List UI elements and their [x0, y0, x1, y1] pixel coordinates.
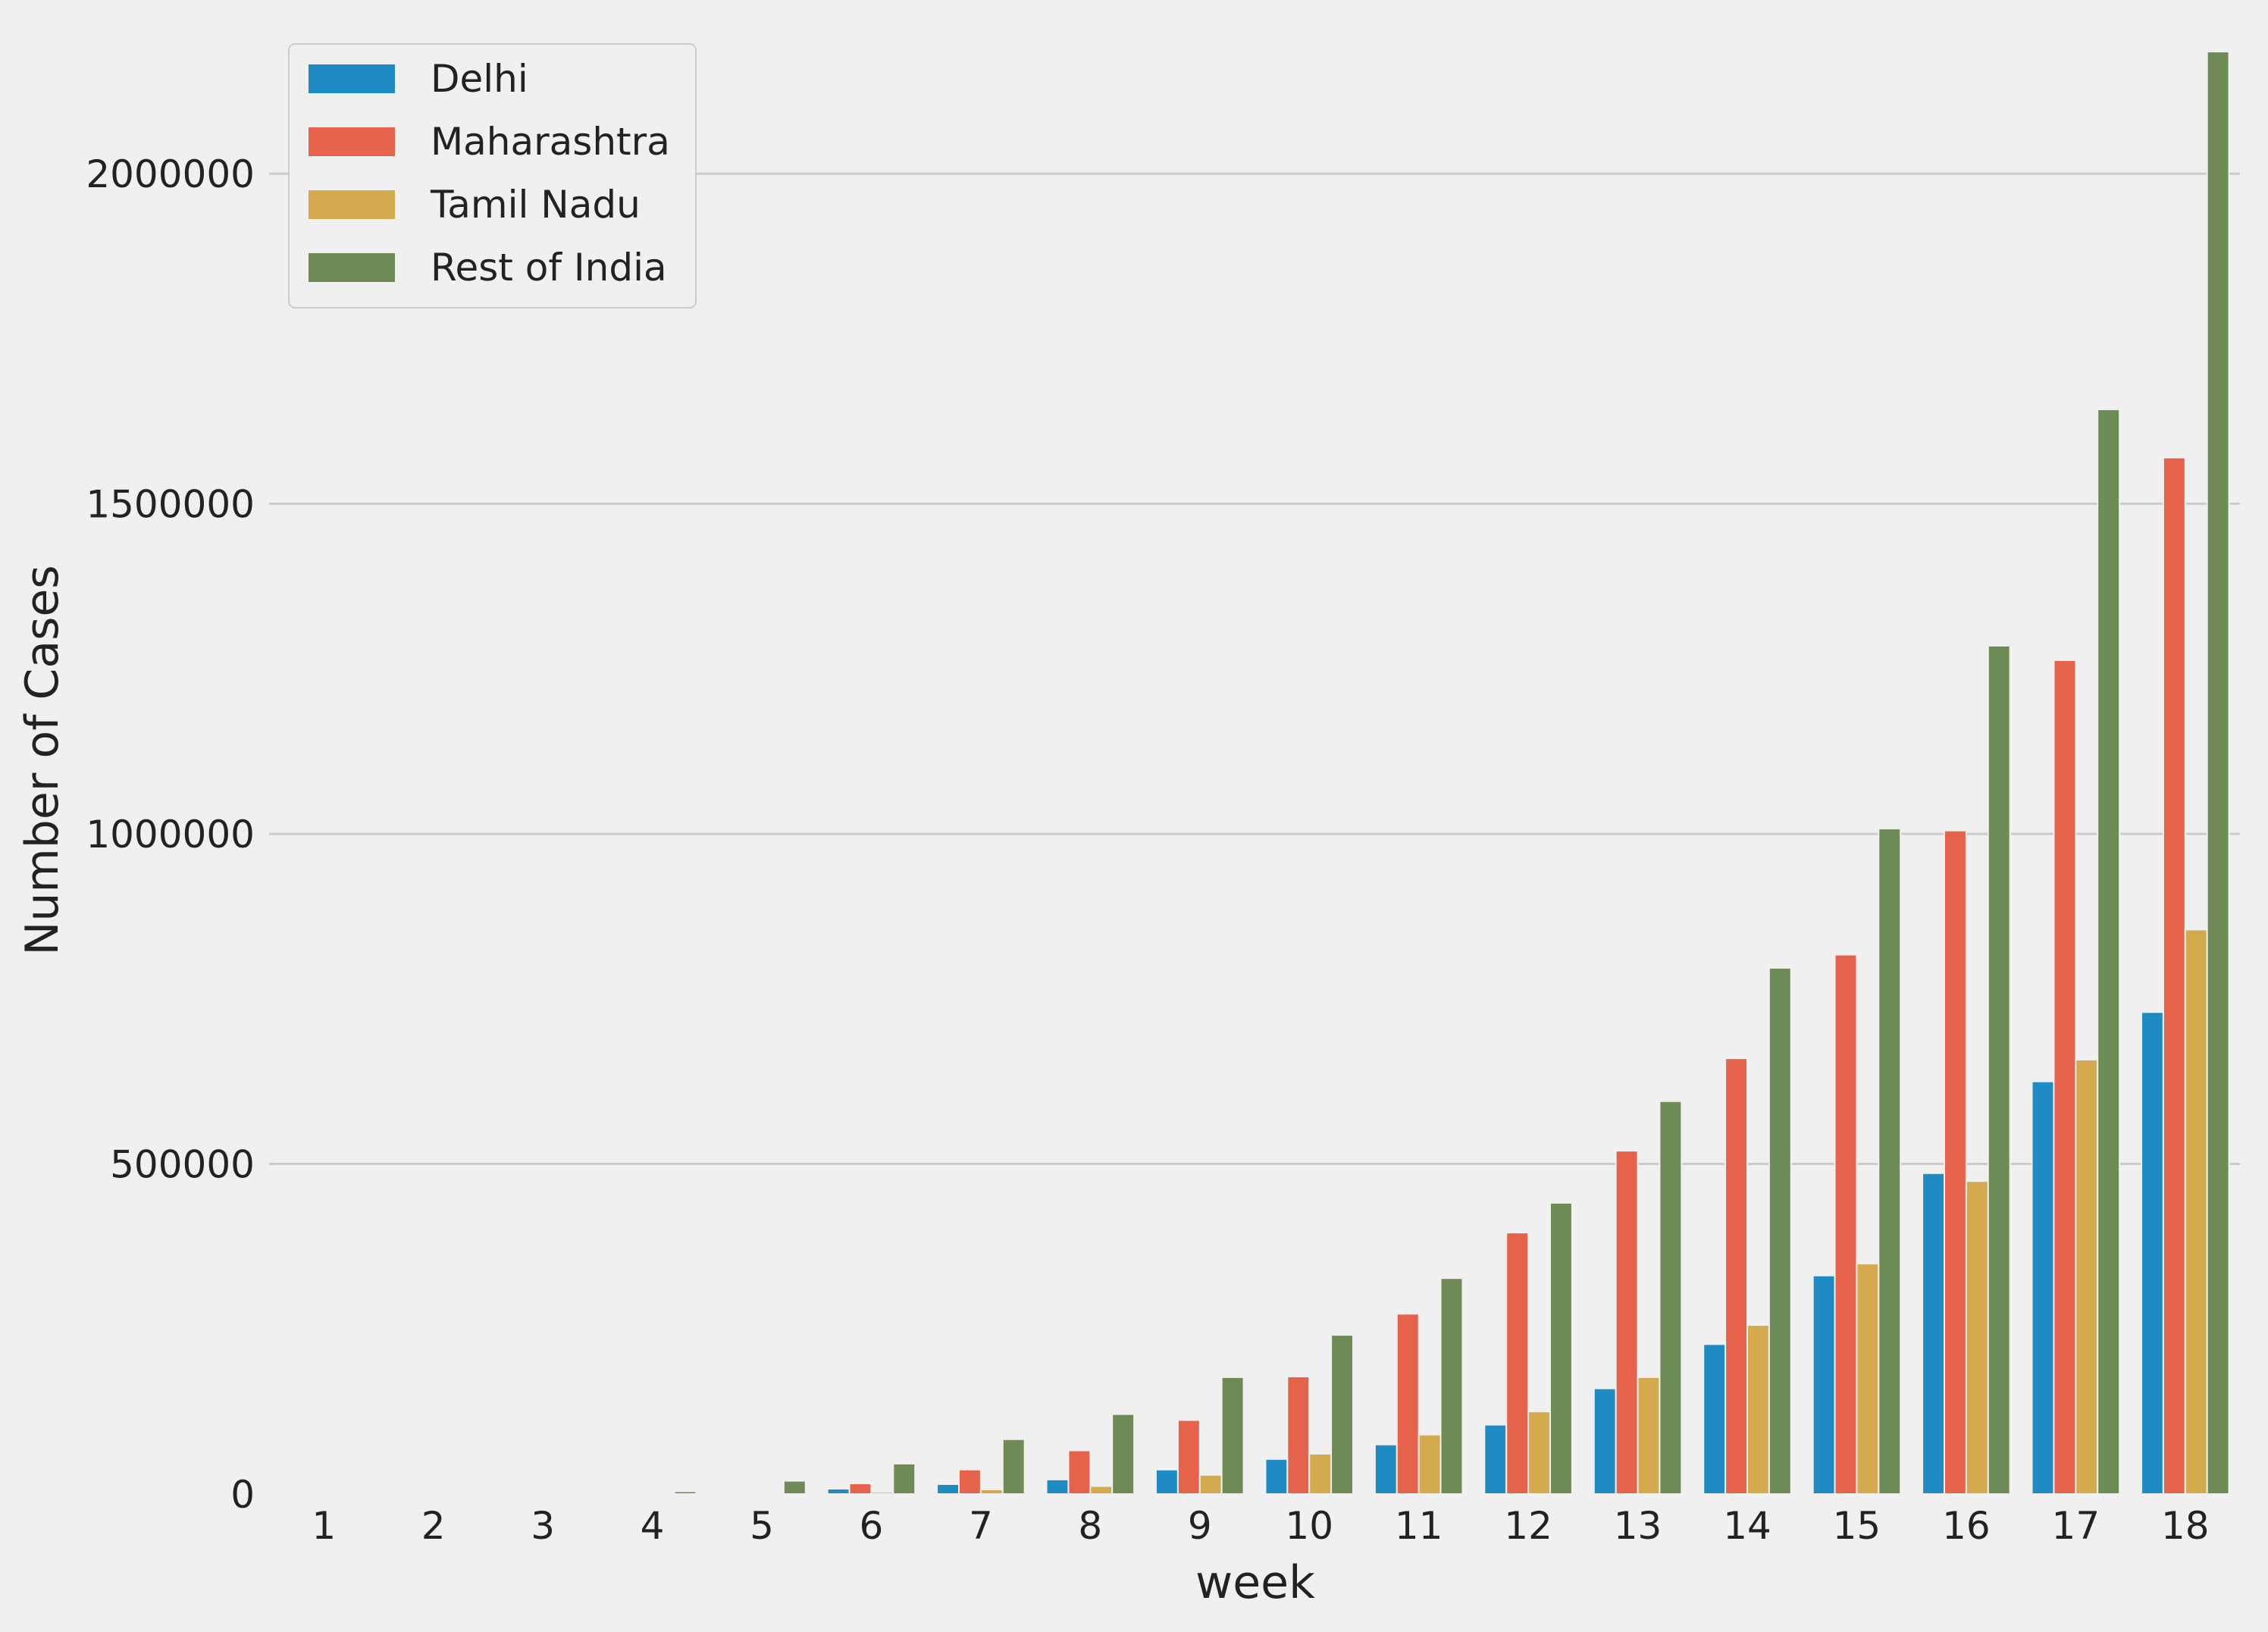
bar-maharashtra-week-9	[1176, 1419, 1201, 1495]
bar-tamil-nadu-week-14	[1746, 1324, 1770, 1495]
x-tick-label: 9	[1188, 1504, 1212, 1548]
y-tick-label: 2000000	[86, 152, 255, 196]
bar-delhi-week-6	[826, 1488, 850, 1495]
bar-tamil-nadu-week-10	[1308, 1452, 1333, 1495]
x-tick-label: 14	[1723, 1504, 1771, 1548]
legend-swatch	[309, 253, 395, 282]
x-axis-ticks: 1 2 3 4 5 6 7 8 9 10 11 12 13 14 15 16 17 18	[312, 1504, 2209, 1548]
bar-rest-of-india-week-7	[1001, 1438, 1026, 1496]
bar-tamil-nadu-week-4	[651, 1493, 675, 1496]
x-tick-label: 16	[1942, 1504, 1991, 1548]
x-tick-label: 8	[1078, 1504, 1102, 1548]
bar-rest-of-india-week-12	[1549, 1201, 1573, 1495]
bar-maharashtra-week-10	[1286, 1375, 1311, 1495]
bar-tamil-nadu-week-6	[870, 1491, 894, 1496]
legend-swatch	[309, 64, 395, 93]
x-tick-label: 11	[1395, 1504, 1443, 1548]
bar-delhi-week-13	[1593, 1387, 1617, 1495]
bar-rest-of-india-week-15	[1878, 828, 1902, 1495]
bars	[629, 51, 2230, 1496]
bar-maharashtra-week-5	[739, 1492, 763, 1495]
bar-maharashtra-week-11	[1396, 1313, 1420, 1495]
bar-maharashtra-week-6	[848, 1483, 872, 1495]
legend-swatch	[309, 190, 395, 219]
bar-tamil-nadu-week-9	[1198, 1474, 1223, 1496]
x-tick-label: 18	[2161, 1504, 2210, 1548]
y-axis-label: Number of Cases	[16, 565, 69, 955]
x-tick-label: 13	[1614, 1504, 1662, 1548]
bar-rest-of-india-week-17	[2097, 409, 2121, 1496]
bar-tamil-nadu-week-18	[2184, 929, 2208, 1495]
bar-rest-of-india-week-6	[892, 1462, 916, 1496]
x-tick-label: 1	[312, 1504, 336, 1548]
bar-tamil-nadu-week-5	[761, 1493, 785, 1496]
legend-label: Tamil Nadu	[430, 183, 641, 227]
bar-delhi-week-12	[1483, 1424, 1508, 1496]
x-tick-label: 7	[969, 1504, 993, 1548]
bar-rest-of-india-week-18	[2206, 51, 2230, 1496]
bar-maharashtra-week-7	[958, 1468, 982, 1496]
bar-delhi-week-15	[1812, 1274, 1836, 1496]
x-tick-label: 5	[750, 1504, 774, 1548]
y-tick-label: 1500000	[86, 483, 255, 527]
x-tick-label: 4	[641, 1504, 665, 1548]
legend: Delhi Maharashtra Tamil Nadu Rest of India	[288, 43, 697, 309]
legend-swatch	[309, 127, 395, 156]
bar-rest-of-india-week-10	[1330, 1334, 1354, 1496]
bar-rest-of-india-week-14	[1768, 966, 1792, 1496]
bar-rest-of-india-week-16	[1987, 644, 2011, 1495]
x-tick-label: 6	[860, 1504, 884, 1548]
bar-delhi-week-11	[1374, 1443, 1398, 1495]
bar-rest-of-india-week-9	[1220, 1376, 1245, 1496]
y-tick-label: 500000	[110, 1143, 255, 1187]
x-axis-label: week	[1195, 1556, 1315, 1609]
bar-maharashtra-week-14	[1724, 1057, 1748, 1495]
bar-maharashtra-week-13	[1615, 1150, 1639, 1496]
bar-delhi-week-16	[1922, 1172, 1945, 1495]
bar-delhi-week-14	[1703, 1343, 1727, 1495]
bar-rest-of-india-week-5	[782, 1480, 807, 1495]
bar-delhi-week-17	[2031, 1080, 2055, 1495]
legend-box	[288, 43, 697, 309]
x-tick-label: 17	[2052, 1504, 2100, 1548]
bar-maharashtra-week-12	[1505, 1232, 1530, 1495]
bar-tamil-nadu-week-16	[1965, 1180, 1989, 1495]
bar-maharashtra-week-18	[2162, 456, 2186, 1495]
bar-maharashtra-week-16	[1944, 829, 1967, 1495]
bar-tamil-nadu-week-7	[979, 1488, 1004, 1496]
bar-maharashtra-week-15	[1834, 954, 1858, 1495]
bar-delhi-week-8	[1045, 1478, 1070, 1495]
bar-tamil-nadu-week-15	[1856, 1263, 1880, 1495]
bar-tamil-nadu-week-12	[1527, 1411, 1551, 1495]
bar-maharashtra-week-8	[1067, 1449, 1092, 1496]
y-tick-label: 1000000	[86, 813, 255, 857]
legend-label: Maharashtra	[431, 120, 670, 164]
y-axis-ticks: 0 500000 1000000 1500000 2000000	[86, 152, 255, 1517]
x-tick-label: 15	[1833, 1504, 1881, 1548]
legend-label: Rest of India	[431, 246, 667, 290]
bar-delhi-week-7	[936, 1483, 960, 1496]
bar-rest-of-india-week-11	[1439, 1277, 1464, 1496]
bar-tamil-nadu-week-13	[1637, 1376, 1661, 1496]
bar-maharashtra-week-4	[629, 1493, 653, 1496]
bar-delhi-week-5	[717, 1493, 741, 1496]
bar-delhi-week-9	[1155, 1468, 1179, 1496]
x-tick-label: 12	[1504, 1504, 1552, 1548]
legend-label: Delhi	[431, 57, 528, 101]
x-tick-label: 3	[531, 1504, 555, 1548]
bar-delhi-week-18	[2141, 1011, 2164, 1495]
x-tick-label: 2	[421, 1504, 446, 1548]
bar-tamil-nadu-week-11	[1418, 1433, 1442, 1495]
bar-rest-of-india-week-13	[1659, 1100, 1683, 1495]
bar-tamil-nadu-week-17	[2075, 1058, 2099, 1495]
y-tick-label: 0	[230, 1473, 255, 1517]
bar-delhi-week-10	[1264, 1458, 1289, 1495]
x-tick-label: 10	[1285, 1504, 1333, 1548]
bar-tamil-nadu-week-8	[1089, 1485, 1114, 1495]
bar-rest-of-india-week-8	[1111, 1413, 1136, 1495]
bar-maharashtra-week-17	[2053, 659, 2077, 1495]
bar-rest-of-india-week-4	[673, 1490, 697, 1495]
